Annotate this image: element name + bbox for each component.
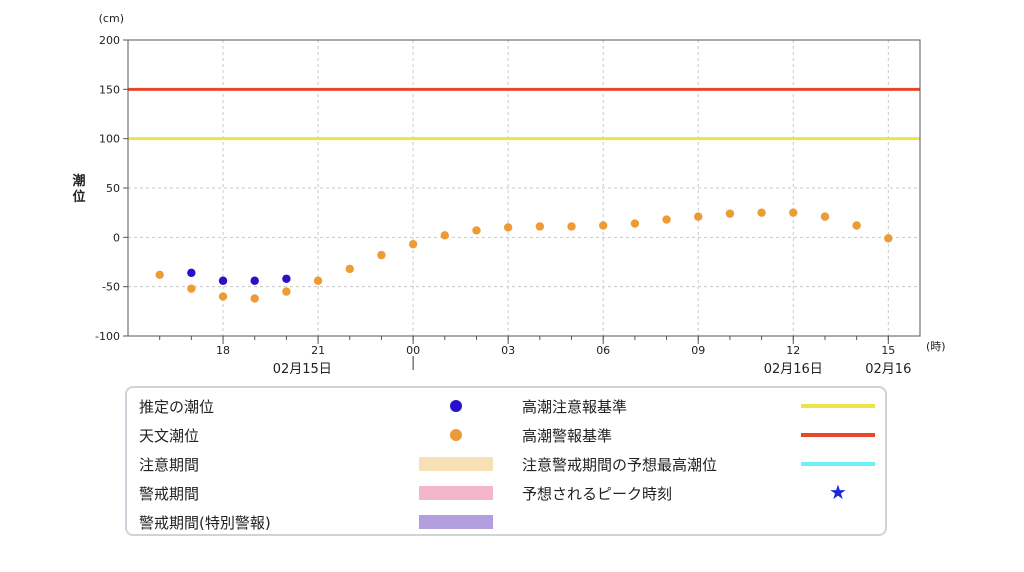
y-tick-label: -50 [102, 281, 120, 294]
legend-line-symbol [801, 462, 875, 466]
y-axis-label: 潮 [72, 173, 85, 189]
x-tick-label: 21 [311, 344, 325, 357]
data-point [884, 234, 893, 243]
y-tick-label: 0 [113, 231, 120, 244]
y-unit: (cm) [99, 12, 124, 25]
data-points [155, 208, 893, 303]
legend-line-symbol [801, 433, 875, 437]
y-tick-label: 150 [99, 83, 120, 96]
data-point [187, 284, 196, 293]
data-point [630, 219, 640, 228]
x-tick-label: 00 [406, 344, 420, 357]
date-label: 02月15日 [273, 362, 332, 377]
y-tick-label: -100 [95, 330, 120, 343]
legend-line-symbol [801, 404, 875, 408]
data-point [599, 221, 608, 230]
legend-label: 高潮注意報基準 [522, 398, 628, 416]
data-point [440, 231, 449, 240]
y-tick-label: 200 [99, 34, 120, 47]
legend-label: 警戒期間(特別警報) [139, 514, 271, 532]
data-point [694, 212, 703, 221]
legend-band-symbol [419, 515, 493, 529]
data-point [789, 208, 798, 217]
data-point [852, 221, 861, 230]
data-point [472, 226, 481, 235]
data-point [250, 294, 259, 303]
data-point [345, 264, 354, 274]
x-tick-label: 12 [786, 344, 800, 357]
x-tick-label: 06 [596, 344, 610, 357]
data-point [535, 222, 545, 231]
data-point [377, 250, 386, 260]
date-label: 02月16 [865, 362, 911, 377]
data-point [313, 276, 323, 285]
x-tick-label: 09 [691, 344, 705, 357]
data-point [408, 240, 418, 249]
legend-label: 天文潮位 [139, 427, 200, 445]
data-point [567, 222, 576, 231]
legend: 推定の潮位天文潮位注意期間警戒期間警戒期間(特別警報) 高潮注意報基準 高潮警報基準… [125, 386, 887, 536]
y-tick-label: 100 [99, 133, 120, 146]
y-axis-label: 位 [72, 189, 85, 205]
legend-label: 注意警戒期間の予想最高潮位 [522, 456, 718, 474]
data-point [187, 268, 196, 278]
legend-label: 予想されるピーク時刻 [522, 485, 673, 503]
data-point [757, 208, 766, 217]
axis-labels: -100 -50 0 50 100 150 200 18 21 00 03 06 09 12 15 02月15… [72, 12, 945, 377]
x-tick-label: 18 [216, 344, 230, 357]
data-point [503, 223, 513, 232]
legend-label: 高潮警報基準 [522, 427, 613, 445]
grid [128, 40, 920, 336]
data-point [820, 212, 830, 221]
data-point [725, 209, 735, 218]
data-point [218, 276, 228, 285]
x-unit: (時) [926, 340, 946, 353]
axes [123, 39, 921, 370]
date-label: 02月16日 [764, 362, 823, 377]
data-point [282, 274, 291, 283]
legend-label: 推定の潮位 [139, 398, 215, 416]
x-tick-label: 03 [501, 344, 515, 357]
x-tick-label: 15 [881, 344, 895, 357]
reference-lines [128, 87, 920, 141]
tide-chart: -100 -50 0 50 100 150 200 18 21 00 03 06 09 12 15 02月15… [72, 12, 945, 377]
legend-label: 警戒期間 [139, 485, 200, 503]
legend-label: 注意期間 [139, 456, 200, 474]
data-point [155, 270, 164, 280]
legend-band-symbol [419, 457, 493, 471]
y-tick-label: 50 [106, 182, 120, 195]
data-point [282, 287, 291, 296]
data-point [218, 292, 228, 301]
star-icon: ★ [829, 480, 847, 504]
legend-dot-symbol [450, 400, 462, 412]
legend-dot-symbol [450, 429, 462, 441]
data-point [662, 215, 671, 224]
data-point [250, 276, 259, 285]
legend-band-symbol [419, 486, 493, 500]
